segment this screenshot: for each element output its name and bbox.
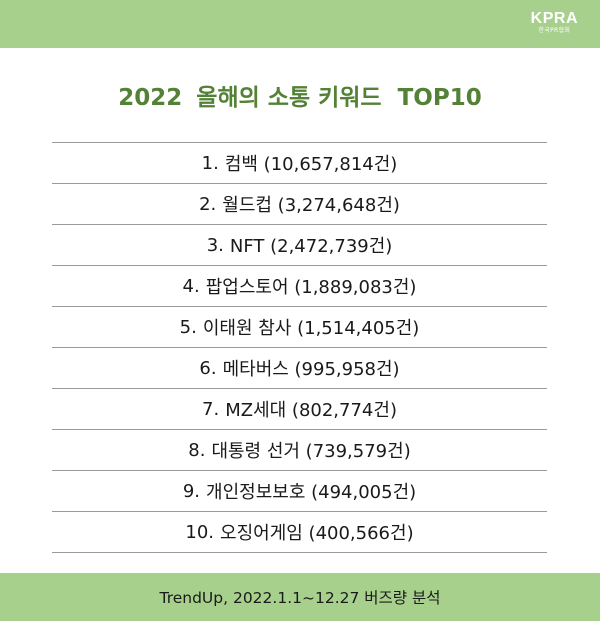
item-rank: 6. <box>199 357 217 379</box>
list-item: 7. MZ세대 (802,774건) <box>52 389 547 430</box>
item-rank: 2. <box>199 193 217 215</box>
list-item: 9. 개인정보보호 (494,005건) <box>52 471 547 512</box>
list-item: 6. 메타버스 (995,958건) <box>52 348 547 389</box>
item-text: 오징어게임 (400,566건) <box>220 523 414 544</box>
item-text: 이태원 참사 (1,514,405건) <box>202 318 420 339</box>
list-item: 4. 팝업스토어 (1,889,083건) <box>52 266 547 307</box>
logo-mark: KPRA <box>530 10 578 27</box>
item-text: 대통령 선거 (739,579건) <box>211 441 411 462</box>
keyword-list: 1. 컴백 (10,657,814건) 2. 월드컵 (3,274,648건) … <box>52 142 547 553</box>
list-item: 2. 월드컵 (3,274,648건) <box>52 184 547 225</box>
item-text: 메타버스 (995,958건) <box>222 359 400 380</box>
item-text: MZ세대 (802,774건) <box>225 400 397 421</box>
item-text: 팝업스토어 (1,889,083건) <box>205 277 417 298</box>
item-rank: 4. <box>182 275 200 297</box>
kpra-logo: KPRA 한국PR협회 <box>531 11 578 35</box>
item-rank: 7. <box>202 398 220 420</box>
list-item: 1. 컴백 (10,657,814건) <box>52 143 547 184</box>
list-item: 8. 대통령 선거 (739,579건) <box>52 430 547 471</box>
item-rank: 10. <box>185 521 215 543</box>
item-rank: 9. <box>182 480 201 502</box>
item-rank: 1. <box>201 152 219 174</box>
logo-subtitle: 한국PR협회 <box>538 27 571 34</box>
item-rank: 5. <box>179 316 197 338</box>
list-item: 10. 오징어게임 (400,566건) <box>52 512 547 553</box>
item-text: 개인정보보호 (494,005건) <box>206 482 417 503</box>
header-band: KPRA 한국PR협회 <box>0 0 600 48</box>
item-rank: 8. <box>188 439 206 461</box>
source-note: TrendUp, 2022.1.1~12.27 버즈량 분석 <box>159 589 441 607</box>
list-item: 3. NFT (2,472,739건) <box>52 225 547 266</box>
item-text: 컴백 (10,657,814건) <box>224 154 398 175</box>
title-year: 2022 <box>118 85 183 111</box>
title-top10: TOP10 <box>397 85 482 111</box>
item-text: 월드컵 (3,274,648건) <box>222 195 400 216</box>
footer-band: TrendUp, 2022.1.1~12.27 버즈량 분석 <box>0 573 600 621</box>
list-item: 5. 이태원 참사 (1,514,405건) <box>52 307 547 348</box>
item-rank: 3. <box>206 234 224 256</box>
title-text: 올해의 소통 키워드 <box>196 85 382 111</box>
item-text: NFT (2,472,739건) <box>229 236 393 257</box>
page-title: 2022 올해의 소통 키워드 TOP10 <box>0 78 600 112</box>
